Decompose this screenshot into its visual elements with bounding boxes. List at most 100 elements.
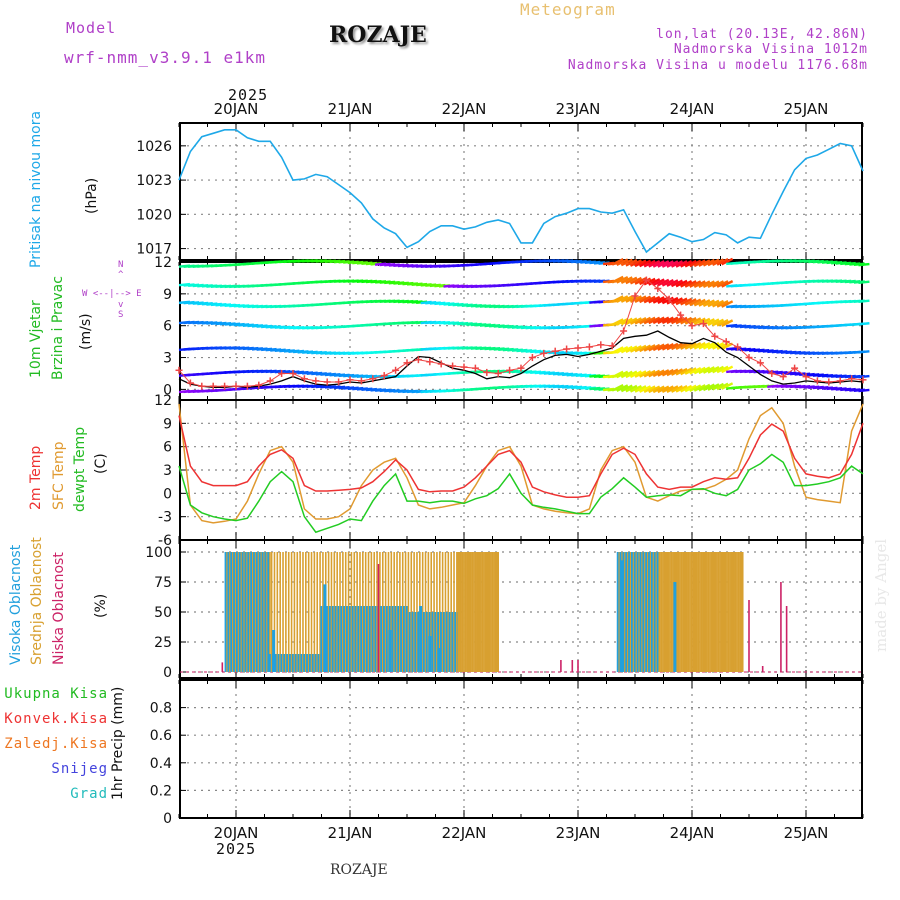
wind-arrow [634,344,647,353]
wind-arrow [716,280,729,288]
wind-arrow [643,295,656,304]
wind-arrow [858,350,870,354]
wind-arrow [693,298,706,307]
model-label: Model [66,19,117,37]
wind-arrow [702,341,715,350]
y-tick-label: 1023 [136,173,172,189]
wind-arrow [652,343,665,352]
wind-arrow [634,370,647,378]
wind-arrow [675,260,688,268]
wind-arrow [684,317,697,325]
wind-arrow [858,280,870,284]
wind-arrow [711,318,725,327]
wind-arrow [634,316,647,325]
y-tick-label: 0 [163,665,172,681]
day-label-bottom: 22JAN [442,824,487,842]
wind-arrow [707,365,720,374]
wind-arrow [858,262,870,267]
day-label-top: 25JAN [784,100,829,118]
panel-frame [179,399,863,541]
wind-arrow [616,370,629,379]
wind-arrow [629,276,642,285]
lonlat-label: lon,lat (20.13E, 42.86N) [656,27,868,42]
y-tick-label: 0 [163,811,172,827]
wind-arrow [698,259,711,267]
wind-arrow [711,365,725,374]
wind-arrow [689,366,702,375]
wind-arrow [657,296,670,305]
day-label-bottom: 20JAN [214,824,259,842]
wind-arrow [707,318,720,327]
y-tick-label: 0.8 [150,701,172,717]
wind-arrow [643,369,656,378]
y-tick-label: 6 [163,440,172,456]
wind-arrow [620,370,633,379]
wind-arrow [643,344,656,352]
wind-arrow [625,370,638,379]
wind-arrow [625,345,638,354]
day-label-bottom: 25JAN [784,824,829,842]
panel-frame [179,261,863,401]
wind-arrow [652,296,665,304]
wind-arrow [661,342,674,351]
wind-arrow [616,276,629,284]
wind-arrow [629,295,642,303]
wind-arrow [657,316,670,325]
wind-arrow [620,384,633,393]
y-tick-label: 25 [154,635,172,651]
wind-compass-icon: N ^ W <--|--> E v S [82,260,162,322]
precip-legend-freezing: Zaledj.Kisa [4,736,108,752]
wind-arrow [657,369,670,377]
wind-arrow [858,388,870,393]
wind-arrow [639,385,652,393]
wind-arrow [858,322,870,326]
wind-arrow [670,279,684,288]
wind-arrow [661,260,674,268]
panel-frame [179,539,863,679]
day-label-top: 20JAN [214,100,259,118]
wind-arrow [652,278,665,287]
wind-arrow [625,384,638,393]
wind-arrow [670,297,684,305]
y-tick-label: 0 [163,486,172,502]
wind-arrow [620,345,633,354]
wind-arrow [702,383,715,392]
wind-arrow [707,383,720,391]
wind-arrow [675,297,688,306]
wind-arrow [639,295,652,304]
wind-arrow [666,260,679,268]
wind-arrow [625,276,638,285]
wind-arrow [707,299,720,308]
wind-arrow [666,342,679,351]
wind-arrow [648,278,661,286]
wind-arrow [721,365,734,374]
y-tick-label: 3 [163,351,172,367]
wind-arrow [702,366,715,374]
y-tick-label: 1026 [136,139,172,155]
wind-arrow [716,365,729,374]
y-tick-label: -3 [158,510,172,526]
wind-arrow [689,384,702,393]
wind-arrow [721,342,734,351]
wind-arrow [611,346,624,354]
wind-arrow [639,316,652,325]
panel-frame [179,122,863,261]
y-tick-label: 9 [163,287,172,303]
wind-arrow [616,317,629,326]
compass-we: W <--|--> E [82,289,142,299]
wind-arrow [670,260,684,268]
wind-arrow [675,279,688,288]
wind-arrow [666,316,679,325]
wind-arrow [716,258,729,266]
wind-arrow [684,298,697,306]
wind-arrow [661,385,674,394]
wind-arrow [693,317,706,326]
wind-arrow [675,385,688,393]
temp-2m-line [178,415,864,498]
wind-arrow [702,280,715,289]
day-label-top: 21JAN [328,100,373,118]
wind-arrow [643,316,656,325]
year-bottom: 2025 [216,840,257,858]
wind-arrow [611,295,624,303]
wind-arrow [711,382,725,391]
